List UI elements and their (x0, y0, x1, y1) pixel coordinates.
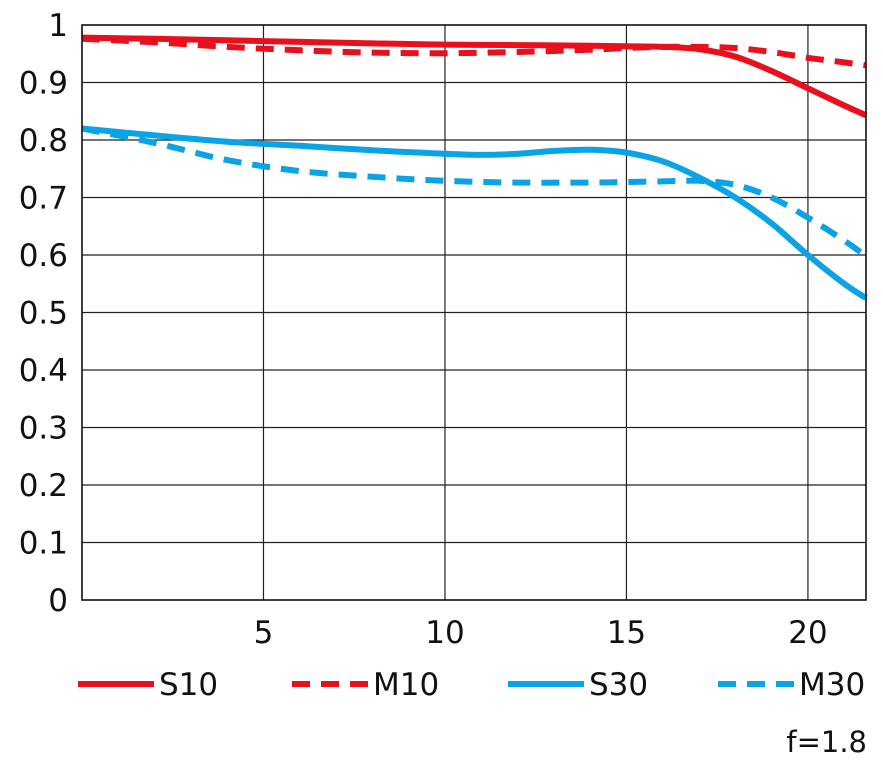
y-tick-label: 0.8 (19, 123, 68, 159)
y-axis-tick-labels: 0 0.1 0.2 0.3 0.4 0.5 0.6 0.7 0.8 0.9 1 (19, 8, 68, 619)
y-tick-label: 0.7 (19, 181, 68, 217)
y-tick-label: 0.2 (19, 468, 68, 504)
y-tick-label: 0 (48, 583, 68, 619)
legend-label-s30: S30 (589, 667, 648, 703)
series-line-s30 (81, 125, 868, 301)
y-tick-label: 0.5 (19, 296, 68, 332)
plot-frame (81, 24, 867, 601)
x-axis-tick-labels: 5 10 15 20 (254, 615, 828, 651)
series-lines (81, 34, 868, 301)
legend: S10 M10 S30 M30 (78, 667, 865, 703)
series-line-m10 (81, 35, 867, 69)
y-tick-label: 1 (48, 8, 68, 44)
legend-label-s10: S10 (159, 667, 218, 703)
x-tick-label: 5 (254, 615, 274, 651)
y-tick-label: 0.4 (19, 353, 68, 389)
grid-lines (82, 25, 866, 600)
x-tick-label: 20 (788, 615, 827, 651)
series-line-m30 (81, 125, 868, 259)
y-tick-label: 0.9 (19, 66, 68, 102)
legend-label-m10: M10 (373, 667, 439, 703)
x-tick-label: 10 (425, 615, 464, 651)
legend-label-m30: M30 (799, 667, 865, 703)
aperture-annotation: f=1.8 (786, 725, 867, 759)
x-tick-label: 15 (607, 615, 646, 651)
series-line-s10 (81, 34, 868, 119)
y-tick-label: 0.1 (19, 526, 68, 562)
y-tick-label: 0.3 (19, 411, 68, 447)
y-tick-label: 0.6 (19, 238, 68, 274)
